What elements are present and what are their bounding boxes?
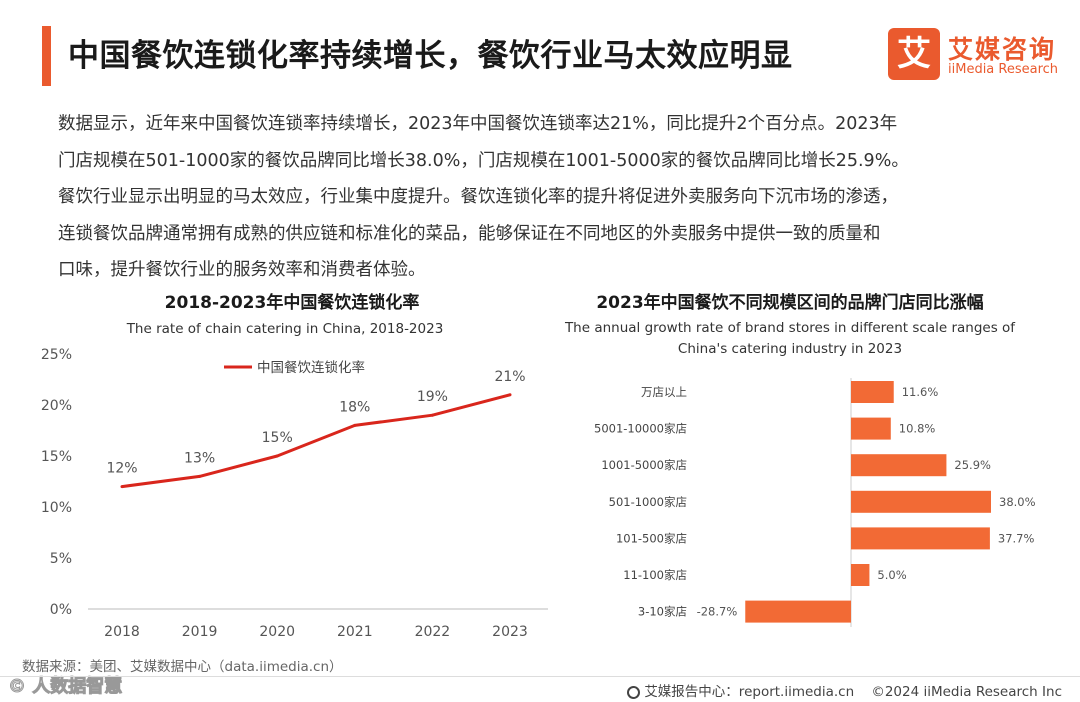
line-point [430,413,434,417]
summary-line: 连锁餐饮品牌通常拥有成熟的供应链和标准化的菜品，能够保证在不同地区的外卖服务中提… [58,223,881,244]
bar-rect [851,490,991,513]
bar-rect [851,527,990,550]
bar-category-label: 1001-5000家店 [601,458,687,472]
summary-line: 餐饮行业显示出明显的马太效应，行业集中度提升。餐饮连锁化率的提升将促进外卖服务向… [58,187,898,207]
line-data-label: 13% [184,450,215,466]
line-data-label: 18% [339,399,370,415]
x-tick-label: 2020 [259,624,295,640]
bar-data-label: 11.6% [902,385,939,399]
data-source: 数据来源：美团、艾媒数据中心（data.iimedia.cn） [22,659,343,675]
line-data-label: 12% [106,461,137,477]
bar-data-label: 38.0% [999,495,1036,509]
page-title: 中国餐饮连锁化率持续增长，餐饮行业马太效应明显 [68,38,793,74]
bar-category-label: 501-1000家店 [609,495,687,509]
logo-en-text: iiMedia Research [948,62,1059,77]
line-chart-subtitle: The rate of chain catering in China, 201… [126,321,444,337]
y-tick-label: 0% [50,602,72,618]
footer-divider [0,676,1080,677]
line-chart-title: 2018-2023年中国餐饮连锁化率 [165,292,420,313]
x-tick-label: 2018 [104,624,140,640]
y-tick-label: 25% [41,347,72,363]
summary-line: 口味，提升餐饮行业的服务效率和消费者体验。 [58,260,426,280]
copyright: ©2024 iiMedia Research Inc [871,684,1062,700]
summary-line: 门店规模在501-1000家的餐饮品牌同比增长38.0%，门店规模在1001-5… [58,150,909,171]
line-data-label: 19% [417,389,448,405]
bar-data-label: 25.9% [954,458,991,472]
bar-chart-title: 2023年中国餐饮不同规模区间的品牌门店同比涨幅 [596,292,983,313]
report-center: 艾媒报告中心：report.iimedia.cn [644,684,855,700]
y-tick-label: 15% [41,449,72,465]
line-point [275,454,279,458]
line-point [120,485,124,489]
footer: 艾媒报告中心：report.iimedia.cn ©2024 iiMedia R… [627,680,1062,700]
y-tick-label: 5% [50,551,72,567]
globe-icon [627,686,641,699]
bar-category-label: 万店以上 [641,385,687,399]
bar-rect [745,600,851,623]
bar-category-label: 5001-10000家店 [594,422,687,436]
x-tick-label: 2022 [415,624,451,640]
legend-label: 中国餐饮连锁化率 [257,359,365,376]
bar-rect [851,417,891,440]
summary-paragraph: 数据显示，近年来中国餐饮连锁率持续增长，2023年中国餐饮连锁率达21%，同比提… [58,106,1033,289]
x-tick-label: 2023 [492,624,528,640]
bar-chart-subtitle: China's catering industry in 2023 [678,341,902,357]
brand-logo: 艾 艾媒咨询 iiMedia Research [888,28,1068,84]
line-point [198,474,202,478]
bar-chart-subtitle: The annual growth rate of brand stores i… [564,320,1016,336]
summary-line: 数据显示，近年来中国餐饮连锁率持续增长，2023年中国餐饮连锁率达21%，同比提… [58,114,898,134]
x-tick-label: 2019 [182,624,218,640]
x-tick-label: 2021 [337,624,373,640]
bar-data-label: 37.7% [998,531,1035,545]
line-series-rate [121,393,511,489]
watermark: © 人数据智慧 [7,676,123,698]
bar-rect [851,564,870,586]
logo-mark: 艾 [888,28,940,80]
line-data-label: 21% [494,369,525,385]
line-point [353,423,357,427]
bar-category-label: 11-100家店 [623,568,687,582]
line-data-label: 15% [262,430,293,446]
bar-category-label: 3-10家店 [638,605,687,619]
bar-data-label: -28.7% [697,605,738,619]
title-accent-bar [42,26,51,86]
bar-data-label: 10.8% [899,422,936,436]
line-point [508,393,512,397]
logo-cn-text: 艾媒咨询 [948,35,1057,64]
bar-rect [851,454,947,477]
bar-rect [851,381,894,403]
bar-data-label: 5.0% [877,568,906,582]
y-tick-label: 10% [41,500,72,516]
bar-category-label: 101-500家店 [616,531,687,545]
y-tick-label: 20% [41,398,72,414]
